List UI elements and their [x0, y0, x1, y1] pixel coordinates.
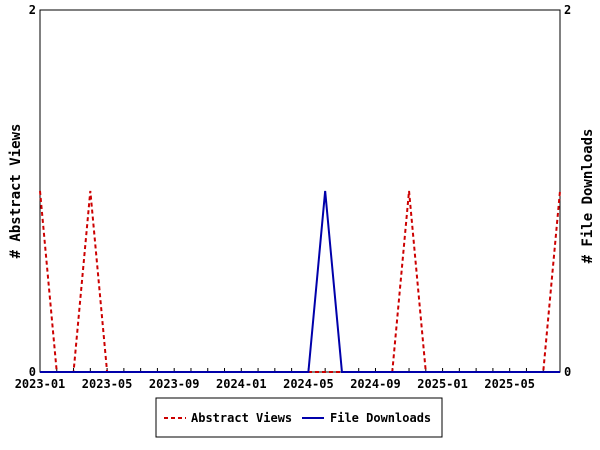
x-tick-label-2025-01: 2025-01: [417, 377, 468, 391]
right-y-axis-title: # File Downloads: [580, 129, 596, 264]
series-line-file-downloads: [40, 190, 560, 373]
legend-box: [155, 397, 443, 438]
series-layer: [39, 190, 561, 373]
left-y-tick-label-0: 0: [29, 365, 36, 379]
legend: Abstract Views File Downloads: [155, 397, 443, 438]
x-tick-label-2024-09: 2024-09: [350, 377, 401, 391]
right-y-tick-label-0: 0: [564, 365, 571, 379]
legend-label-file-downloads: File Downloads: [330, 411, 431, 425]
x-tick-label-2025-05: 2025-05: [484, 377, 535, 391]
left-y-tick-label-1: 2: [29, 3, 36, 17]
plot-area: [39, 9, 561, 373]
y-axis-ticks: 0 2 0 2: [29, 3, 571, 379]
x-tick-label-2023-01: 2023-01: [15, 377, 66, 391]
x-tick-label-2023-05: 2023-05: [82, 377, 133, 391]
left-y-axis-title: # Abstract Views: [8, 124, 24, 259]
x-tick-label-2024-05: 2024-05: [283, 377, 334, 391]
legend-label-abstract-views: Abstract Views: [191, 411, 292, 425]
x-tick-label-2023-09: 2023-09: [149, 377, 200, 391]
x-tick-label-2024-01: 2024-01: [216, 377, 267, 391]
x-axis-tick-labels: 2023-01 2023-05 2023-09 2024-01 2024-05 2024-…: [15, 377, 535, 391]
right-y-tick-label-1: 2: [564, 3, 571, 17]
